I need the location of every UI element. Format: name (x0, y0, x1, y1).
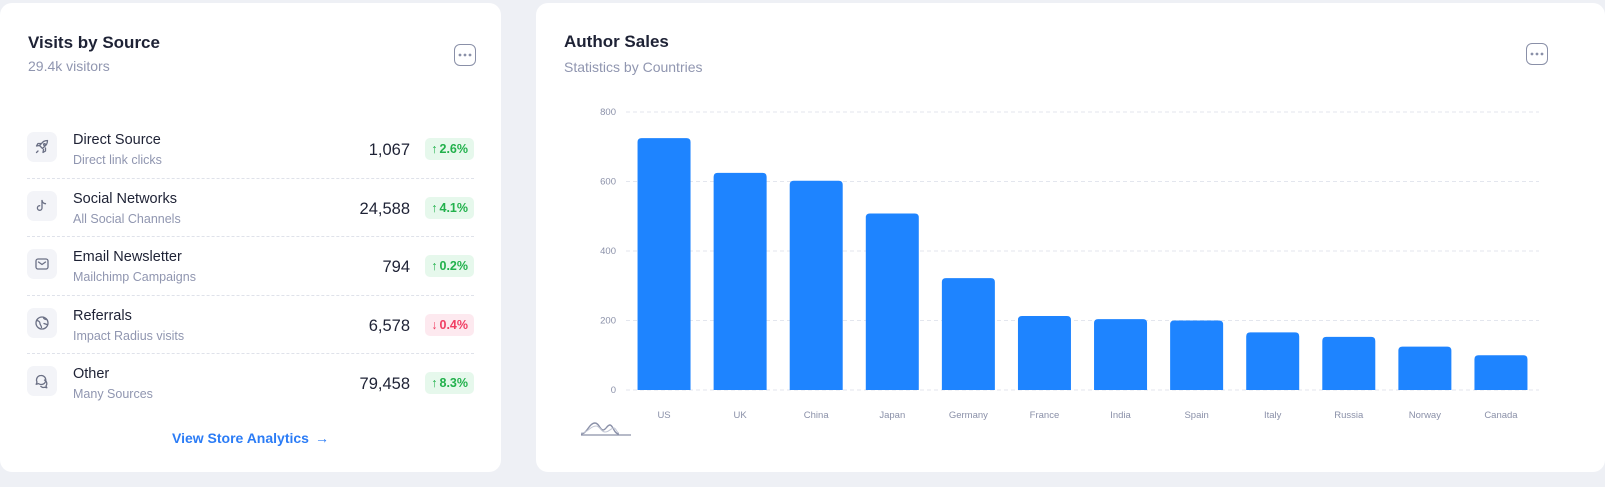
bar-germany[interactable] (941, 278, 995, 390)
bar-japan[interactable] (865, 213, 919, 390)
source-value: 1,067 (368, 141, 410, 159)
arrow-up-icon: ↑ (431, 259, 438, 274)
view-store-analytics-link[interactable]: View Store Analytics → (172, 430, 329, 446)
x-tick-label: UK (734, 410, 748, 421)
source-desc: Direct link clicks (73, 153, 162, 167)
source-name: Social Networks (73, 190, 177, 207)
change-badge: ↑ 8.3% (425, 372, 474, 395)
arrow-right-icon: → (314, 430, 329, 446)
bar-france[interactable] (1017, 315, 1071, 390)
source-row-email[interactable]: Email Newsletter Mailchimp Campaigns 794… (27, 237, 474, 296)
y-tick-label: 600 (600, 177, 616, 188)
x-tick-label: Japan (879, 410, 905, 421)
arrow-down-icon: ↓ (431, 317, 438, 332)
rocket-icon (27, 132, 57, 162)
mail-icon (27, 249, 57, 280)
y-tick-label: 0 (611, 385, 616, 396)
author-sales-card: Author Sales Statistics by Countries 0 20… (536, 3, 1605, 472)
bar-spain[interactable] (1170, 320, 1224, 391)
change-badge: ↑ 4.1% (425, 196, 474, 219)
bar-norway[interactable] (1398, 346, 1452, 390)
bar-uk[interactable] (713, 172, 767, 390)
visits-by-source-card: Visits by Source 29.4k visitors Direct S… (0, 3, 501, 472)
source-desc: Mailchimp Campaigns (73, 270, 196, 285)
y-tick-label: 800 (600, 107, 616, 118)
y-tick-label: 400 (600, 246, 616, 257)
sales-title: Author Sales (564, 32, 669, 51)
change-value: 0.2% (439, 259, 469, 274)
source-row-direct[interactable]: Direct Source Direct link clicks 1,067 ↑… (27, 120, 474, 179)
chart-watermark-icon (580, 422, 631, 436)
source-row-social[interactable]: Social Networks All Social Channels 24,5… (27, 179, 474, 238)
source-value: 79,458 (359, 375, 410, 394)
change-value: 0.4% (439, 317, 469, 332)
source-row-other[interactable]: Other Many Sources 79,458 ↑ 8.3% (27, 354, 474, 413)
y-tick-label: 200 (600, 316, 616, 327)
source-list: Direct Source Direct link clicks 1,067 ↑… (27, 120, 474, 413)
change-value: 2.6% (439, 142, 469, 156)
bar-canada[interactable] (1474, 355, 1528, 390)
x-tick-label: France (1030, 410, 1060, 421)
source-value: 794 (382, 258, 410, 277)
ellipsis-icon (458, 53, 472, 57)
source-value: 6,578 (368, 316, 410, 335)
visits-title: Visits by Source (28, 33, 160, 52)
bar-china[interactable] (789, 180, 843, 390)
change-badge: ↑ 2.6% (425, 138, 474, 160)
chat-bubbles-icon (27, 366, 57, 397)
source-name: Referrals (73, 307, 132, 324)
x-tick-label: Norway (1409, 410, 1441, 421)
source-name: Direct Source (73, 132, 161, 148)
x-tick-label: Russia (1334, 410, 1364, 421)
change-value: 4.1% (439, 200, 469, 215)
bar-italy[interactable] (1246, 332, 1300, 390)
x-tick-label: Canada (1484, 410, 1518, 421)
bar-russia[interactable] (1322, 336, 1376, 390)
author-sales-bar-chart: 0 200 400 600 800 US UK China Japan Germany Franc… (580, 107, 1539, 436)
change-badge: ↓ 0.4% (425, 313, 474, 336)
visits-subtitle: 29.4k visitors (28, 58, 110, 74)
view-store-analytics-label: View Store Analytics (172, 430, 309, 446)
sales-subtitle: Statistics by Countries (564, 59, 703, 75)
x-tick-label: Spain (1184, 410, 1208, 421)
x-tick-label: Germany (949, 410, 988, 421)
x-tick-label: India (1110, 410, 1131, 421)
source-row-referrals[interactable]: Referrals Impact Radius visits 6,578 ↓ 0.… (27, 296, 474, 355)
tiktok-icon (27, 190, 57, 221)
x-tick-label: US (657, 410, 670, 421)
source-value: 24,588 (359, 199, 410, 218)
globe-icon (27, 307, 57, 338)
ellipsis-icon (1530, 52, 1544, 56)
visits-more-options-button[interactable] (454, 44, 476, 66)
change-value: 8.3% (439, 376, 469, 391)
change-badge: ↑ 0.2% (425, 255, 474, 278)
arrow-up-icon: ↑ (431, 200, 438, 215)
x-tick-label: Italy (1264, 410, 1282, 421)
source-desc: Many Sources (73, 387, 153, 402)
x-tick-label: China (804, 410, 830, 421)
source-name: Other (73, 366, 110, 383)
bar-us[interactable] (637, 138, 691, 390)
source-desc: Impact Radius visits (73, 328, 185, 343)
arrow-up-icon: ↑ (431, 142, 438, 156)
bar-india[interactable] (1094, 319, 1148, 390)
sales-more-options-button[interactable] (1526, 43, 1548, 65)
source-name: Email Newsletter (73, 249, 182, 266)
source-desc: All Social Channels (73, 211, 181, 226)
arrow-up-icon: ↑ (431, 376, 438, 391)
